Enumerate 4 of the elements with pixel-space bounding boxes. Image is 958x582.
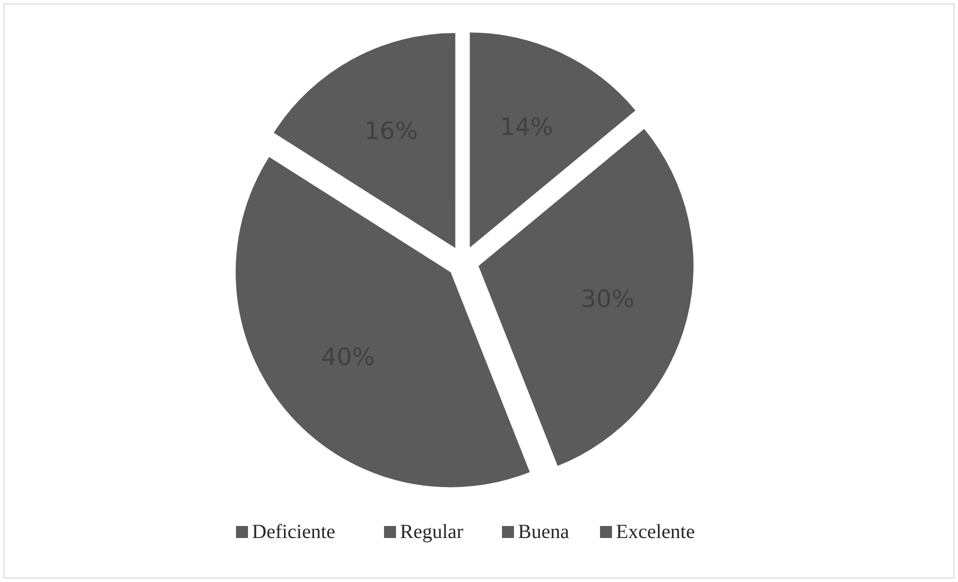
legend-label: Buena xyxy=(518,521,570,543)
legend-label: Excelente xyxy=(616,521,695,543)
legend-label: Deficiente xyxy=(252,521,336,543)
legend-label: Regular xyxy=(400,521,464,543)
